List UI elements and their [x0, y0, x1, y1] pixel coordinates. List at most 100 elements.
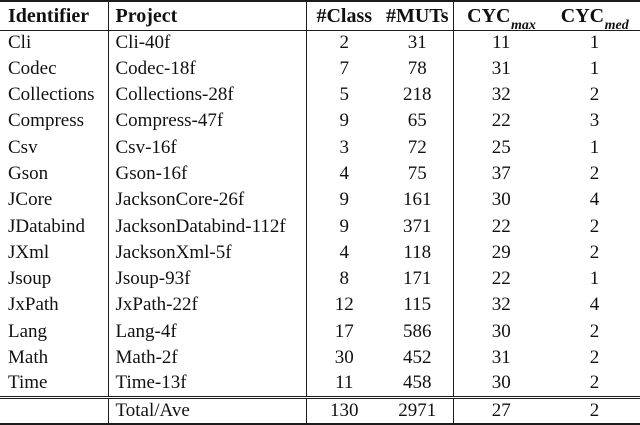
cell-project: Total/Ave	[108, 396, 307, 424]
cell-project: Cli-40f	[108, 30, 307, 57]
col-header-num-muts: #MUTs	[382, 1, 454, 31]
col-header-cyc-med: CYCmed	[549, 1, 640, 31]
cell-cyc-med: 4	[589, 294, 600, 316]
cell-project: Compress-47f	[108, 108, 307, 136]
cell-identifier: JDatabind	[0, 213, 109, 241]
cell-num-class: 12	[334, 294, 354, 316]
cell-identifier: Lang	[0, 318, 109, 346]
cell-cyc-med: 2	[589, 215, 600, 237]
cell-identifier: Time	[0, 371, 109, 398]
cell-cyc-med: 2	[589, 346, 600, 368]
cell-identifier: Jsoup	[0, 266, 109, 293]
cyc-max-base: CYC	[467, 4, 511, 27]
cyc-med-subscript: med	[604, 17, 629, 30]
table-row: JXml JacksonXml-5f 4 118 29 2	[0, 240, 640, 267]
table-row: Csv Csv-16f 3 72 25 1	[0, 135, 640, 162]
total-row: Total/Ave 130 2971 27 2	[0, 396, 640, 424]
cell-num-class: 4	[339, 163, 350, 185]
cell-num-class: 30	[334, 346, 354, 368]
cell-num-class: 7	[339, 57, 350, 79]
cell-cyc-max: 32	[491, 84, 511, 106]
cell-num-class: 3	[339, 136, 350, 158]
cell-cyc-med: 1	[589, 57, 600, 79]
table-header: Identifier Project #Class #MUTs CYCmax C…	[0, 1, 640, 31]
cell-num-muts: 2971	[382, 396, 454, 424]
cell-identifier: JxPath	[0, 292, 109, 319]
cell-num-muts: 118	[382, 240, 454, 267]
cell-num-muts: 171	[382, 266, 454, 293]
cell-project: Collections-28f	[108, 82, 307, 109]
cell-num-class: 11	[335, 372, 354, 394]
table-footer: Total/Ave 130 2971 27 2	[0, 396, 640, 424]
cell-cyc-max: 31	[491, 57, 511, 79]
cell-cyc-max: 32	[491, 294, 511, 316]
cell-cyc-med: 2	[589, 320, 600, 342]
cell-identifier: Compress	[0, 108, 109, 136]
table-row: Math Math-2f 30 452 31 2	[0, 345, 640, 372]
col-header-identifier: Identifier	[0, 1, 109, 31]
cell-project: Lang-4f	[108, 318, 307, 346]
cell-cyc-max: 25	[491, 136, 511, 158]
cell-num-muts: 31	[382, 30, 454, 57]
cell-cyc-max: 22	[491, 110, 511, 132]
cell-cyc-max: 27	[453, 396, 549, 424]
cell-num-muts: 78	[382, 56, 454, 83]
cyc-med-base: CYC	[560, 4, 605, 27]
table-row: Jsoup Jsoup-93f 8 171 22 1	[0, 266, 640, 293]
table-row: Codec Codec-18f 7 78 31 1	[0, 56, 640, 83]
col-header-project: Project	[108, 1, 307, 31]
col-header-num-class: #Class	[306, 1, 382, 31]
cell-num-class: 17	[334, 320, 354, 342]
cell-cyc-med: 2	[589, 372, 600, 394]
cell-num-muts: 458	[382, 371, 454, 398]
cell-project: Jsoup-93f	[108, 266, 307, 293]
table-row: JDatabind JacksonDatabind-112f 9 371 22 …	[0, 213, 640, 241]
table-row: Cli Cli-40f 2 31 11 1	[0, 30, 640, 57]
cell-num-muts: 75	[382, 161, 454, 188]
cell-num-class: 130	[306, 396, 382, 424]
cell-identifier: JXml	[0, 240, 109, 267]
cell-cyc-max: 11	[492, 31, 511, 53]
cell-project: JacksonCore-26f	[108, 187, 307, 214]
cell-project: Math-2f	[108, 345, 307, 372]
cell-project: JxPath-22f	[108, 292, 307, 319]
cell-num-muts: 452	[382, 345, 454, 372]
table-row: Time Time-13f 11 458 30 2	[0, 371, 640, 398]
table-row: JxPath JxPath-22f 12 115 32 4	[0, 292, 640, 319]
cell-num-class: 4	[339, 241, 350, 263]
cell-num-class: 9	[339, 110, 350, 132]
cell-cyc-med: 2	[549, 396, 640, 424]
cell-identifier: Codec	[0, 56, 109, 83]
cell-num-muts: 218	[382, 82, 454, 109]
cell-project: JacksonXml-5f	[108, 240, 307, 267]
cyc-max-subscript: max	[510, 17, 536, 30]
cell-identifier: Collections	[0, 82, 109, 109]
cell-project: Time-13f	[108, 371, 307, 398]
cell-identifier: Gson	[0, 161, 109, 188]
cell-cyc-med: 4	[589, 189, 600, 211]
cell-num-class: 9	[339, 189, 350, 211]
cell-num-muts: 161	[382, 187, 454, 214]
cell-num-muts: 72	[382, 135, 454, 162]
cell-cyc-max: 37	[491, 163, 511, 185]
cell-num-muts: 586	[382, 318, 454, 346]
cell-cyc-med: 1	[589, 268, 600, 290]
cell-cyc-med: 1	[589, 31, 600, 53]
cell-num-muts: 115	[382, 292, 454, 319]
cell-cyc-med: 2	[589, 84, 600, 106]
cell-cyc-med: 3	[589, 110, 600, 132]
cell-project: Codec-18f	[108, 56, 307, 83]
table-row: Collections Collections-28f 5 218 32 2	[0, 82, 640, 109]
cell-num-class: 9	[339, 215, 350, 237]
table-row: JCore JacksonCore-26f 9 161 30 4	[0, 187, 640, 214]
cell-project: Gson-16f	[108, 161, 307, 188]
cell-cyc-max: 29	[491, 241, 511, 263]
cell-cyc-max: 30	[491, 320, 511, 342]
cell-num-class: 8	[339, 268, 350, 290]
cell-num-class: 5	[339, 84, 350, 106]
cell-cyc-med: 2	[589, 241, 600, 263]
table-row: Compress Compress-47f 9 65 22 3	[0, 108, 640, 136]
cell-identifier: Csv	[0, 135, 109, 162]
cell-identifier: JCore	[0, 187, 109, 214]
